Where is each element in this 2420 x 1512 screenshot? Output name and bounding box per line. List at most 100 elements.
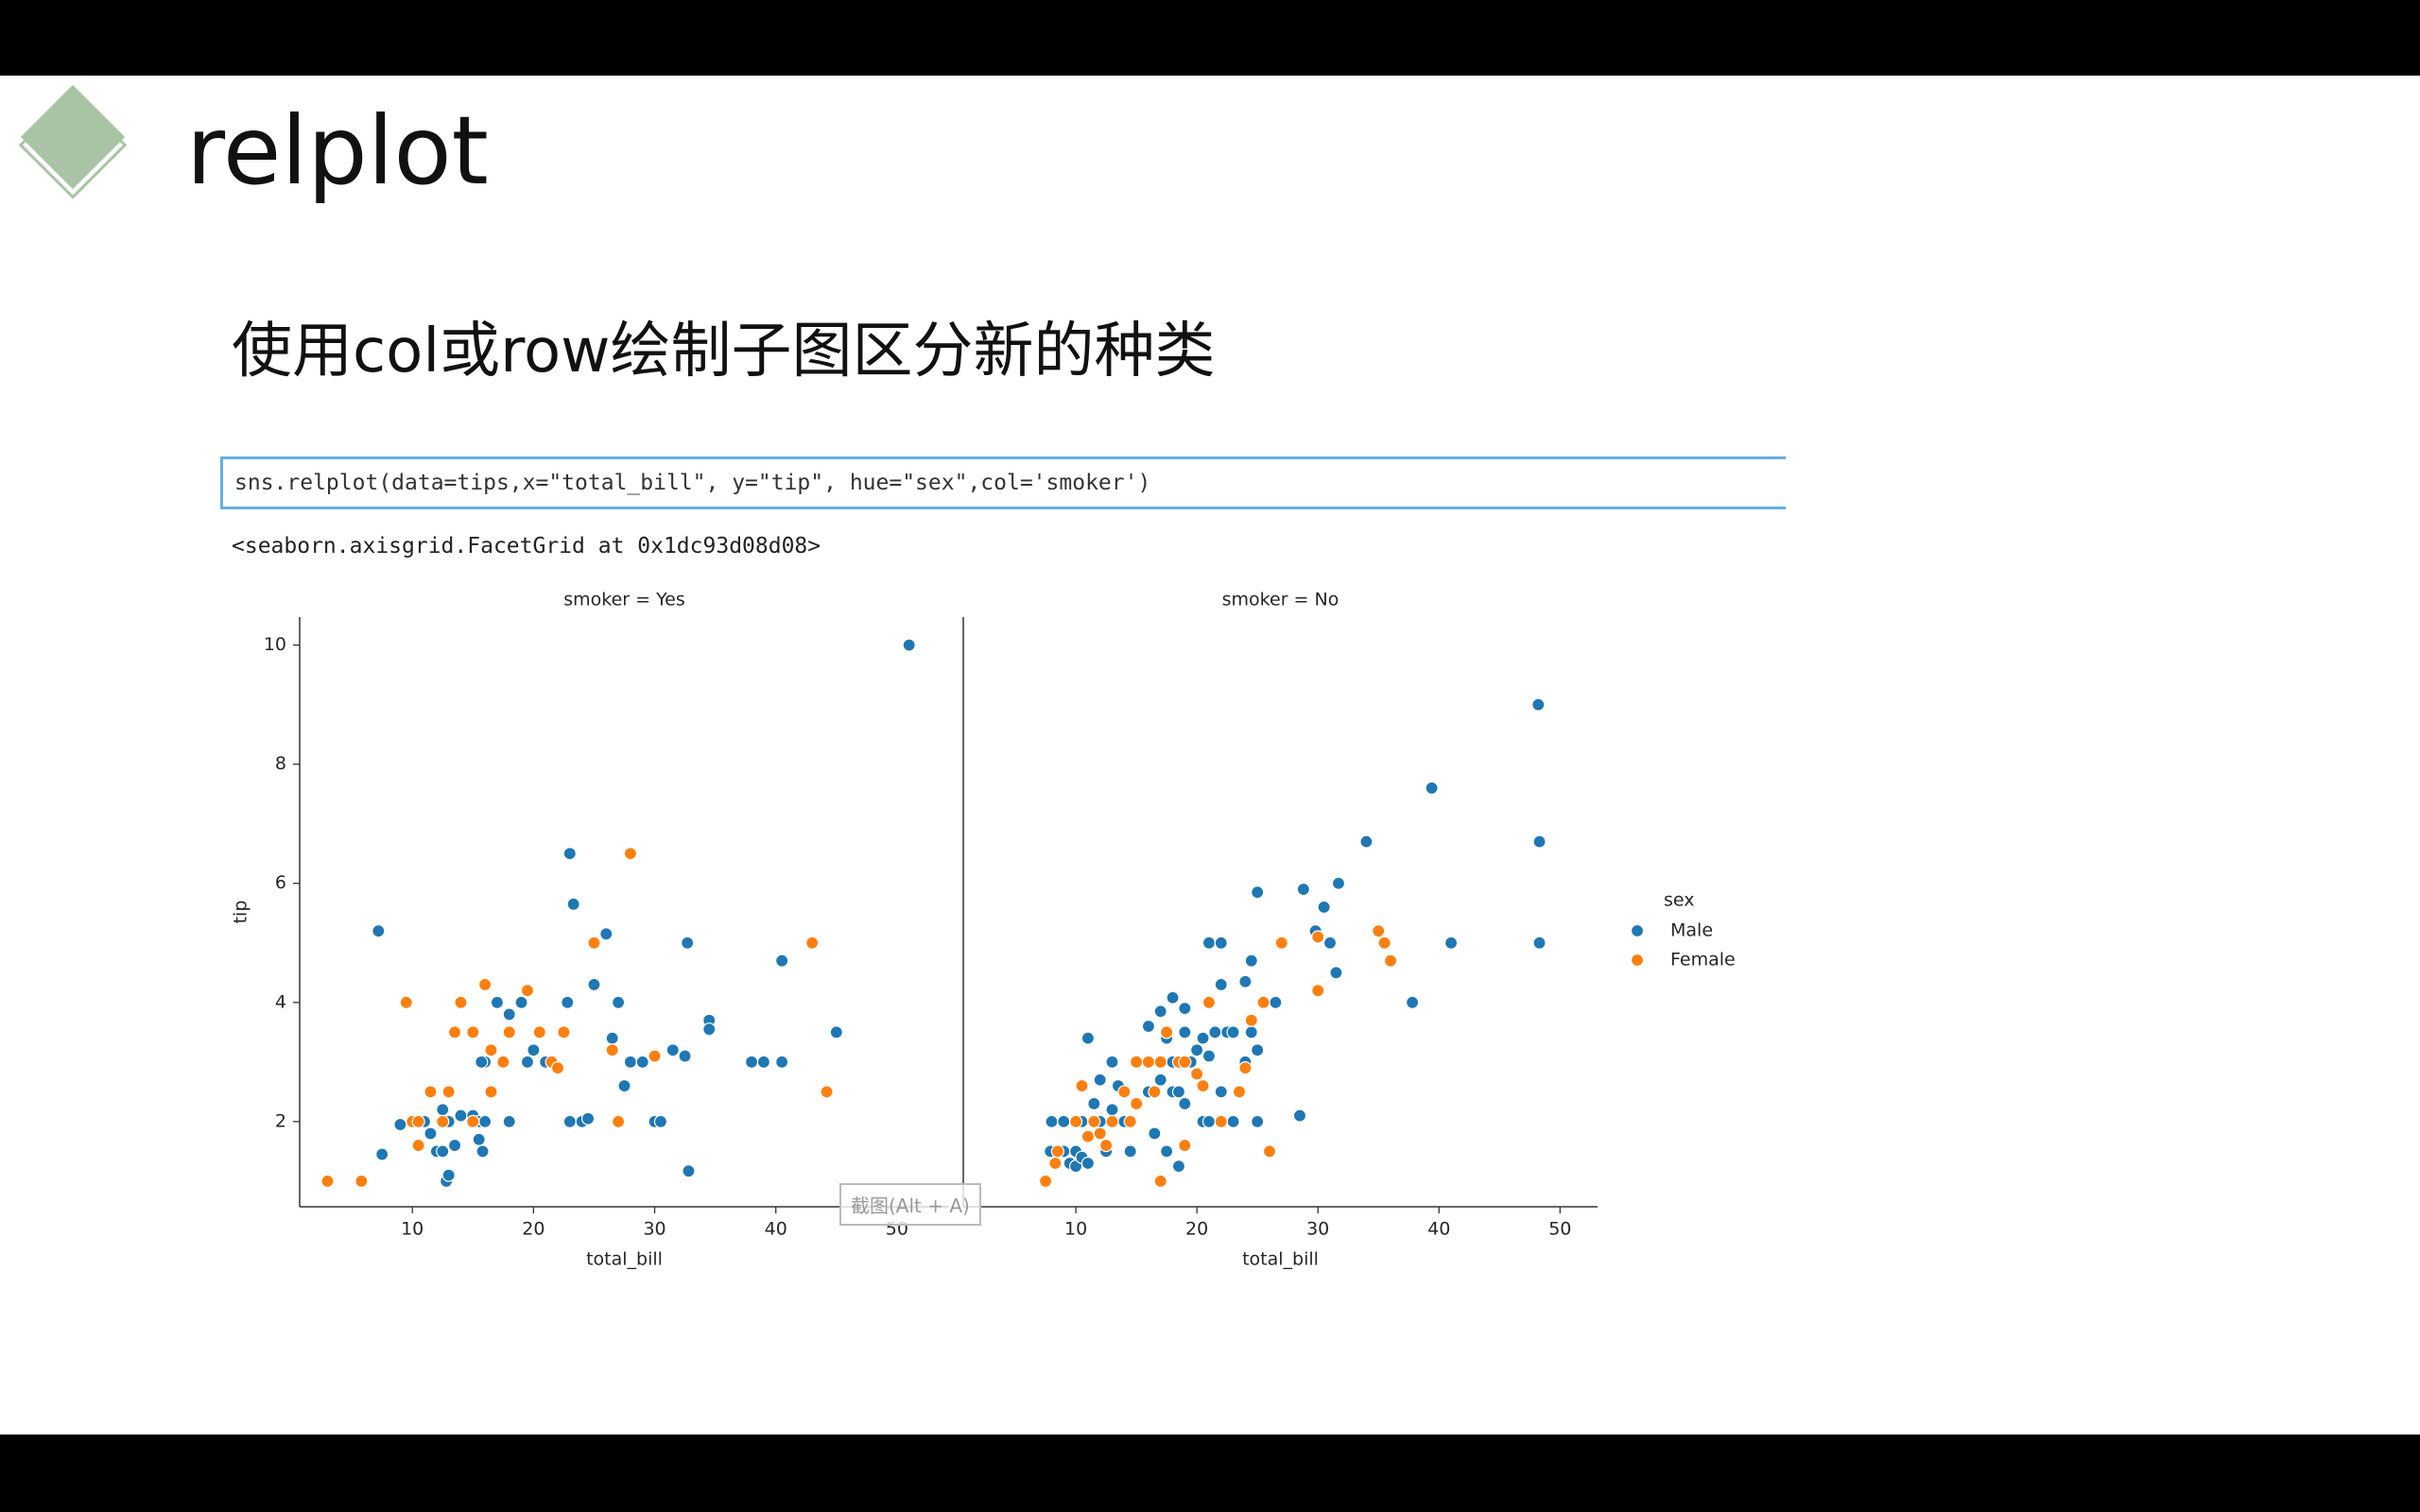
- point: [478, 1114, 493, 1128]
- point: [411, 1138, 425, 1153]
- point: [1214, 1114, 1228, 1128]
- legend-marker: [1630, 923, 1645, 938]
- point: [805, 936, 820, 950]
- point: [1269, 995, 1283, 1009]
- point: [611, 995, 626, 1009]
- point: [1048, 1156, 1063, 1171]
- point: [829, 1025, 843, 1040]
- point: [744, 1055, 759, 1069]
- point: [1262, 1144, 1277, 1159]
- x-tick-label: 30: [1306, 1219, 1329, 1240]
- point: [1141, 1055, 1156, 1069]
- point: [1105, 1103, 1119, 1117]
- y-tick-label: 8: [275, 753, 286, 774]
- point: [1190, 1067, 1204, 1081]
- point: [1238, 974, 1253, 988]
- point: [1405, 995, 1420, 1009]
- point: [1153, 1055, 1167, 1069]
- code-cell[interactable]: sns.relplot(data=tips,x="total_bill", y=…: [220, 456, 1786, 509]
- point: [436, 1144, 450, 1159]
- point: [1425, 781, 1439, 795]
- point: [484, 1043, 498, 1057]
- slide-subtitle: 使用col或row绘制子图区分新的种类: [232, 317, 1216, 387]
- point: [820, 1085, 834, 1099]
- point: [682, 1164, 696, 1178]
- point: [441, 1168, 456, 1182]
- point: [1117, 1085, 1132, 1099]
- point: [1093, 1126, 1107, 1141]
- point: [1153, 1073, 1167, 1087]
- point: [666, 1043, 680, 1057]
- point: [436, 1114, 450, 1128]
- point: [520, 1055, 535, 1069]
- point: [502, 1114, 516, 1128]
- point: [527, 1043, 541, 1057]
- point: [1244, 954, 1258, 968]
- point: [1226, 1114, 1240, 1128]
- point: [1153, 1005, 1167, 1019]
- point: [1296, 882, 1310, 897]
- x-axis-label: total_bill: [586, 1249, 663, 1270]
- point: [678, 1049, 692, 1063]
- point: [1160, 1025, 1174, 1040]
- tooltip: 截图(Alt + A): [839, 1183, 981, 1226]
- point: [1045, 1114, 1059, 1128]
- point: [561, 995, 575, 1009]
- point: [1214, 1085, 1228, 1099]
- point: [472, 1132, 486, 1146]
- legend-title: sex: [1664, 890, 1695, 911]
- x-tick-label: 40: [1427, 1219, 1450, 1240]
- point: [454, 1108, 468, 1123]
- point: [354, 1174, 369, 1188]
- point: [623, 1055, 638, 1069]
- x-tick-label: 50: [1548, 1219, 1571, 1240]
- top-bar: [0, 0, 2420, 76]
- point: [1178, 1138, 1192, 1153]
- y-tick-label: 10: [264, 634, 286, 655]
- cell-output: <seaborn.axisgrid.FacetGrid at 0x1dc93d0…: [232, 534, 821, 558]
- point: [478, 977, 493, 991]
- point: [1196, 1078, 1210, 1093]
- point: [393, 1117, 407, 1132]
- point: [441, 1085, 456, 1099]
- point: [1171, 1085, 1186, 1099]
- point: [1359, 834, 1374, 849]
- point: [1178, 1096, 1192, 1111]
- point: [1317, 900, 1331, 915]
- legend-label: Female: [1670, 950, 1736, 971]
- point: [1099, 1138, 1114, 1153]
- point: [1274, 936, 1288, 950]
- slide-title: relplot: [186, 95, 489, 206]
- point: [447, 1138, 462, 1153]
- point: [623, 847, 638, 861]
- point: [1123, 1144, 1137, 1159]
- point: [681, 936, 695, 950]
- point: [1201, 995, 1217, 1009]
- x-tick-label: 40: [765, 1219, 787, 1240]
- point: [557, 1025, 571, 1040]
- point: [566, 897, 580, 911]
- point: [1087, 1114, 1101, 1128]
- x-tick-label: 20: [1185, 1219, 1208, 1240]
- point: [1214, 977, 1228, 991]
- point: [587, 936, 601, 950]
- point: [1251, 885, 1265, 900]
- point: [1190, 1043, 1204, 1057]
- point: [599, 927, 614, 941]
- point: [1171, 1160, 1186, 1174]
- point: [424, 1126, 438, 1141]
- point: [1068, 1114, 1083, 1128]
- legend-marker: [1630, 953, 1645, 968]
- x-tick-label: 30: [643, 1219, 666, 1240]
- point: [1080, 1156, 1095, 1171]
- panel-title: smoker = Yes: [563, 590, 685, 610]
- point: [1178, 1002, 1192, 1016]
- point: [399, 995, 413, 1009]
- point: [1105, 1114, 1119, 1128]
- point: [1153, 1174, 1167, 1188]
- point: [1148, 1085, 1162, 1099]
- point: [1372, 924, 1386, 938]
- point: [502, 1025, 516, 1040]
- point: [580, 1111, 596, 1125]
